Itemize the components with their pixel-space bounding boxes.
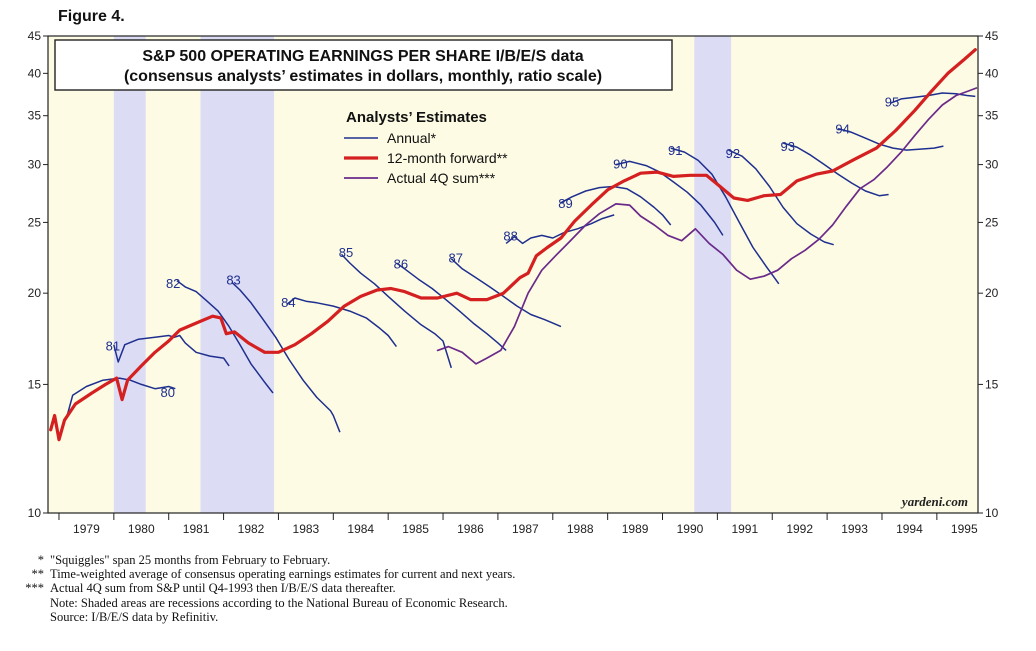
footnote-mark: * (37, 553, 44, 567)
x-tick-label: 1992 (786, 522, 813, 536)
annual-year-label: 94 (835, 122, 849, 137)
footnote-mark (22, 610, 50, 624)
footnote-mark (22, 596, 50, 610)
y-tick-label-right: 45 (985, 29, 999, 43)
annual-year-label: 95 (885, 94, 899, 109)
annual-year-label: 93 (780, 139, 794, 154)
x-tick-label: 1994 (896, 522, 923, 536)
annual-year-label: 90 (613, 157, 627, 172)
annual-estimate-line (782, 142, 889, 197)
recession-band (694, 36, 732, 513)
footnote-row: *** Actual 4Q sum from S&P until Q4-1993… (22, 581, 782, 595)
y-tick-label-left: 15 (28, 377, 42, 391)
annual-year-label: 83 (226, 273, 240, 288)
x-tick-label: 1993 (841, 522, 868, 536)
annual-year-label: 91 (668, 143, 682, 158)
annual-year-label: 82 (166, 276, 180, 291)
footnote-text: Time-weighted average of consensus opera… (50, 567, 516, 582)
annual-estimate-line (450, 258, 562, 328)
chart-title: S&P 500 OPERATING EARNINGS PER SHARE I/B… (142, 48, 583, 65)
figure-label: Figure 4. (58, 8, 125, 25)
footnote-row: ** Time-weighted average of consensus op… (22, 567, 782, 581)
y-tick-label-right: 20 (985, 286, 999, 300)
footnote-row: Note: Shaded areas are recessions accord… (22, 596, 782, 610)
x-tick-label: 1980 (128, 522, 155, 536)
annual-year-label: 81 (106, 339, 120, 354)
annual-year-label: 88 (503, 229, 517, 244)
y-tick-label-right: 15 (985, 377, 999, 391)
x-tick-label: 1984 (347, 522, 374, 536)
chart-subtitle: (consensus analysts’ estimates in dollar… (124, 68, 602, 85)
y-tick-label-right: 35 (985, 109, 999, 123)
annual-estimate-line (670, 147, 780, 285)
y-tick-label-left: 20 (28, 286, 42, 300)
footnotes: * "Squiggles" span 25 months from Februa… (22, 553, 782, 624)
actual-earnings-line (436, 87, 978, 365)
forward-earnings-line (49, 48, 977, 442)
recession-band (113, 36, 146, 513)
footnote-text: Actual 4Q sum from S&P until Q4-1993 the… (50, 581, 396, 596)
y-tick-label-left: 30 (28, 158, 42, 172)
x-tick-label: 1988 (567, 522, 594, 536)
x-tick-label: 1990 (677, 522, 704, 536)
footnote-mark: *** (25, 581, 44, 596)
annual-year-label: 85 (339, 245, 353, 260)
x-tick-label: 1989 (622, 522, 649, 536)
footnote-row: * "Squiggles" span 25 months from Februa… (22, 553, 782, 567)
annual-year-label: 87 (449, 251, 463, 266)
x-tick-label: 1979 (73, 522, 100, 536)
recession-band (200, 36, 275, 513)
legend-title: Analysts’ Estimates (346, 109, 487, 126)
footnote-mark: ** (31, 567, 45, 582)
watermark: yardeni.com (900, 494, 968, 509)
footnote-text: "Squiggles" span 25 months from February… (50, 553, 331, 567)
annual-estimate-line (176, 280, 274, 394)
annual-estimate-line (395, 262, 507, 351)
annual-estimate-line (615, 160, 724, 236)
annual-estimate-line (231, 281, 341, 433)
annual-year-label: 86 (394, 256, 408, 271)
legend-entry: Annual* (387, 130, 437, 146)
plot-frame (47, 35, 979, 514)
x-tick-label: 1995 (951, 522, 978, 536)
legend-entry: 12-month forward** (387, 150, 508, 166)
annual-estimate-line (560, 185, 672, 226)
y-tick-label-right: 25 (985, 215, 999, 229)
annual-year-label: 84 (281, 295, 295, 310)
title-box (54, 39, 673, 91)
x-tick-label: 1987 (512, 522, 539, 536)
annual-estimate-line (505, 214, 615, 245)
y-tick-label-left: 10 (28, 506, 42, 520)
footnote-text: Source: I/B/E/S data by Refinitiv. (50, 609, 219, 624)
annual-estimate-line (837, 127, 944, 151)
annual-estimate-line (340, 253, 453, 369)
x-tick-label: 1983 (293, 522, 320, 536)
annual-year-label: 80 (160, 385, 174, 400)
annual-year-label: 92 (726, 146, 740, 161)
y-tick-label-left: 45 (28, 29, 42, 43)
y-tick-label-right: 40 (985, 66, 999, 80)
x-tick-label: 1991 (731, 522, 758, 536)
annual-estimate-line (889, 92, 976, 104)
x-tick-label: 1985 (402, 522, 429, 536)
y-tick-label-right: 10 (985, 506, 999, 520)
footnote-text: Note: Shaded areas are recessions accord… (50, 595, 508, 610)
x-tick-label: 1981 (183, 522, 210, 536)
x-tick-label: 1986 (457, 522, 484, 536)
y-tick-label-left: 35 (28, 109, 42, 123)
y-tick-label-left: 25 (28, 215, 42, 229)
y-tick-label-left: 40 (28, 66, 42, 80)
legend-entry: Actual 4Q sum*** (387, 170, 496, 186)
annual-year-label: 89 (558, 196, 572, 211)
plot-background (48, 36, 978, 513)
x-tick-label: 1982 (238, 522, 265, 536)
y-tick-label-right: 30 (985, 158, 999, 172)
footnote-row: Source: I/B/E/S data by Refinitiv. (22, 610, 782, 624)
annual-estimate-line (66, 377, 176, 416)
